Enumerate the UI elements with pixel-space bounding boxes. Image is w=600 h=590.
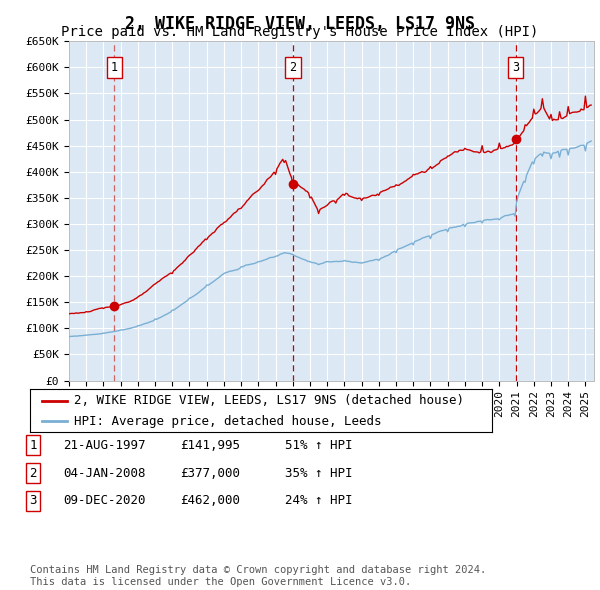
Text: 04-JAN-2008: 04-JAN-2008 [63,467,146,480]
Text: 2: 2 [29,467,37,480]
Text: 1: 1 [29,439,37,452]
Text: HPI: Average price, detached house, Leeds: HPI: Average price, detached house, Leed… [74,415,382,428]
Text: 21-AUG-1997: 21-AUG-1997 [63,439,146,452]
Text: 24% ↑ HPI: 24% ↑ HPI [285,494,353,507]
Text: Price paid vs. HM Land Registry's House Price Index (HPI): Price paid vs. HM Land Registry's House … [61,25,539,40]
Text: £141,995: £141,995 [180,439,240,452]
Text: 51% ↑ HPI: 51% ↑ HPI [285,439,353,452]
Text: 1: 1 [111,61,118,74]
Text: 2, WIKE RIDGE VIEW, LEEDS, LS17 9NS (detached house): 2, WIKE RIDGE VIEW, LEEDS, LS17 9NS (det… [74,394,464,407]
Text: 3: 3 [29,494,37,507]
Text: 3: 3 [512,61,519,74]
Text: 09-DEC-2020: 09-DEC-2020 [63,494,146,507]
Text: 2: 2 [289,61,296,74]
Text: 2, WIKE RIDGE VIEW, LEEDS, LS17 9NS: 2, WIKE RIDGE VIEW, LEEDS, LS17 9NS [125,15,475,33]
Text: 35% ↑ HPI: 35% ↑ HPI [285,467,353,480]
Text: £377,000: £377,000 [180,467,240,480]
Text: £462,000: £462,000 [180,494,240,507]
Text: Contains HM Land Registry data © Crown copyright and database right 2024.
This d: Contains HM Land Registry data © Crown c… [30,565,486,587]
